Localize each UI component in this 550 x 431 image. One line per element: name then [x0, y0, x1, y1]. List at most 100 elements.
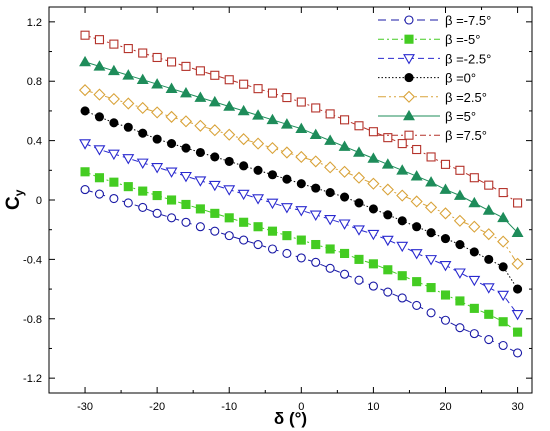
data-point — [498, 262, 508, 272]
data-point — [498, 188, 508, 198]
data-point — [324, 161, 337, 174]
data-point — [410, 195, 423, 208]
data-point — [123, 182, 133, 192]
data-point — [194, 91, 207, 102]
data-point — [267, 88, 278, 98]
data-point — [266, 198, 279, 210]
data-point — [180, 171, 192, 183]
legend-entry: β =-5° — [378, 32, 480, 47]
data-point — [180, 86, 192, 98]
data-point — [280, 203, 293, 214]
data-point — [223, 185, 236, 196]
data-point — [513, 327, 523, 337]
data-point — [513, 198, 523, 208]
y-tick-label: -0.8 — [23, 314, 42, 326]
data-point — [469, 303, 479, 313]
data-point — [338, 219, 351, 230]
legend-entry: β =5° — [378, 109, 476, 124]
data-point — [282, 248, 292, 258]
x-axis-title: δ (°) — [274, 409, 307, 428]
data-point — [469, 247, 479, 257]
data-series — [78, 30, 524, 358]
data-point — [165, 110, 178, 123]
data-point — [122, 97, 135, 110]
axis-ticks: -30 -20 -10 0 10 20 30 -1.2 -0.8 -0.4 0 0.4 0.8 1.2 — [23, 7, 532, 413]
data-point — [381, 183, 394, 196]
series-5 — [79, 55, 524, 237]
data-point — [296, 235, 306, 245]
y-axis-title: Cy — [3, 189, 26, 210]
y-axis-title-main: C — [3, 196, 24, 210]
data-point — [208, 124, 221, 137]
series-3 — [80, 106, 523, 294]
data-point — [253, 239, 263, 250]
legend-entry: β =2.5° — [378, 90, 487, 105]
data-point — [482, 228, 495, 241]
data-point — [311, 103, 321, 113]
data-point — [80, 185, 90, 195]
data-point — [122, 154, 135, 165]
legend-marker — [403, 109, 415, 121]
data-point — [340, 192, 350, 202]
x-tick-label: 10 — [367, 401, 379, 413]
data-point — [484, 335, 494, 345]
data-point — [94, 189, 105, 199]
data-point — [311, 239, 321, 250]
data-point — [167, 195, 177, 205]
data-point — [223, 128, 236, 141]
data-point — [167, 213, 177, 223]
data-point — [80, 106, 90, 116]
data-point — [93, 145, 106, 156]
data-point — [425, 255, 438, 266]
data-point — [453, 189, 466, 200]
data-point — [455, 239, 465, 250]
data-point — [497, 211, 510, 223]
x-tick-label: 0 — [298, 401, 304, 413]
data-point — [239, 79, 249, 89]
data-point — [280, 118, 293, 129]
data-point — [425, 176, 438, 187]
x-tick-label: 30 — [511, 401, 523, 413]
data-point — [513, 348, 523, 358]
data-point — [224, 75, 234, 85]
data-point — [181, 199, 191, 210]
legend-marker — [403, 54, 415, 65]
data-point — [368, 127, 378, 137]
data-point — [195, 222, 205, 232]
legend-label: β =7.5° — [445, 128, 487, 143]
data-point — [109, 39, 119, 49]
data-point — [410, 170, 423, 181]
data-point — [194, 176, 207, 187]
data-point — [426, 283, 436, 293]
data-point — [181, 217, 191, 227]
legend-entry: β =-2.5° — [378, 51, 491, 66]
legend-marker — [404, 15, 414, 25]
data-point — [267, 226, 278, 236]
data-point — [440, 234, 451, 244]
data-point — [410, 249, 423, 260]
data-point — [295, 206, 308, 217]
data-point — [94, 173, 105, 183]
data-point — [484, 254, 494, 264]
y-tick-label: -1.2 — [23, 373, 42, 385]
data-point — [167, 139, 177, 149]
data-point — [282, 231, 292, 241]
data-point — [210, 226, 220, 236]
data-point — [295, 122, 308, 134]
series-0 — [80, 185, 523, 358]
legend-entry: β =0° — [378, 71, 476, 86]
data-point — [383, 133, 393, 143]
data-point — [107, 149, 120, 161]
data-point — [468, 275, 481, 287]
data-point — [368, 259, 378, 269]
data-point — [224, 213, 234, 223]
data-point — [513, 284, 523, 294]
data-point — [397, 293, 407, 303]
data-point — [123, 122, 133, 132]
y-axis-title-subscript: y — [12, 189, 26, 196]
data-point — [325, 244, 335, 254]
data-point — [412, 277, 422, 287]
data-point — [309, 210, 322, 221]
data-point — [122, 69, 135, 80]
